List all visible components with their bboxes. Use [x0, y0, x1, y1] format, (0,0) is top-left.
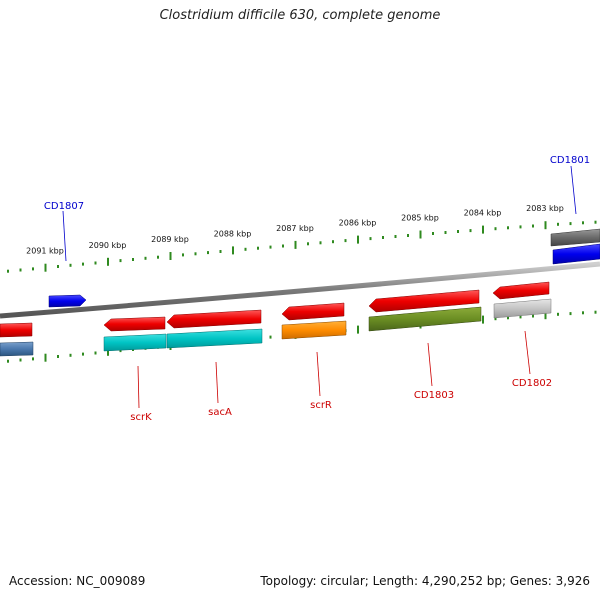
ruler-tick-label: 2083 kbp: [526, 204, 564, 213]
leader-cd1802: [524, 330, 531, 375]
outer-ruler: [7, 220, 597, 273]
leader-scrk: [137, 365, 140, 409]
gene-label-cd1801[interactable]: CD1801: [550, 155, 590, 166]
gene-labels: CD1807 CD1801 scrK sacA scrR CD1803 CD18…: [44, 155, 590, 423]
ruler-tick-label: 2087 kbp: [276, 224, 314, 233]
gene-box-left-steel: [0, 341, 34, 357]
gene-arrow-adjacent-gray: [550, 228, 600, 247]
leader-saca: [215, 361, 219, 404]
gene-arrow-cd1801[interactable]: [552, 243, 600, 265]
gene-label-cd1807[interactable]: CD1807: [44, 201, 84, 212]
forward-genes: [48, 228, 600, 308]
gene-arrow-scrk-red[interactable]: [103, 316, 166, 332]
gene-box-scrr[interactable]: [281, 320, 347, 340]
leader-scrr: [316, 351, 321, 397]
reverse-genes-category: [0, 298, 552, 357]
ruler-tick-label: 2091 kbp: [26, 247, 64, 256]
gene-label-scrk[interactable]: scrK: [130, 412, 152, 423]
gene-arrow-cd1807[interactable]: [48, 294, 87, 308]
ruler-tick-label: 2090 kbp: [89, 241, 127, 250]
gene-box-cd1803[interactable]: [368, 306, 482, 332]
genome-backbone: [0, 261, 600, 319]
gene-label-cd1803[interactable]: CD1803: [414, 390, 454, 401]
ruler-tick-label: 2085 kbp: [401, 214, 439, 223]
gene-label-scrr[interactable]: scrR: [310, 400, 332, 411]
gene-box-saca[interactable]: [166, 328, 263, 349]
gene-label-saca[interactable]: sacA: [208, 407, 232, 418]
leader-cd1807: [62, 210, 67, 262]
gene-box-cd1802[interactable]: [493, 298, 552, 319]
gene-arrow-left-red: [0, 322, 33, 338]
gene-arrow-cd1803-red[interactable]: [368, 289, 480, 313]
map-title: Clostridium difficile 630, complete geno…: [159, 8, 441, 23]
ruler-tick-label: 2086 kbp: [339, 219, 377, 228]
gene-arrow-scrr-red[interactable]: [281, 302, 345, 321]
ruler-tick-label: 2084 kbp: [464, 209, 502, 218]
gene-arrow-cd1802-red[interactable]: [492, 281, 550, 300]
label-leaders: [62, 165, 577, 409]
leader-cd1803: [427, 342, 433, 387]
ruler-labels: 2091 kbp 2090 kbp 2089 kbp 2088 kbp 2087 kbp…: [26, 204, 564, 256]
ruler-tick-label: 2089 kbp: [151, 235, 189, 244]
gene-label-cd1802[interactable]: CD1802: [512, 378, 552, 389]
gene-arrow-saca-red[interactable]: [166, 309, 262, 329]
reverse-genes-red: [0, 281, 550, 338]
ruler-tick-label: 2088 kbp: [214, 230, 252, 239]
leader-cd1801: [570, 165, 577, 215]
genome-summary-text: Topology: circular; Length: 4,290,252 bp…: [260, 574, 590, 588]
accession-text: Accession: NC_009089: [9, 574, 146, 588]
gene-box-scrk[interactable]: [103, 333, 167, 352]
